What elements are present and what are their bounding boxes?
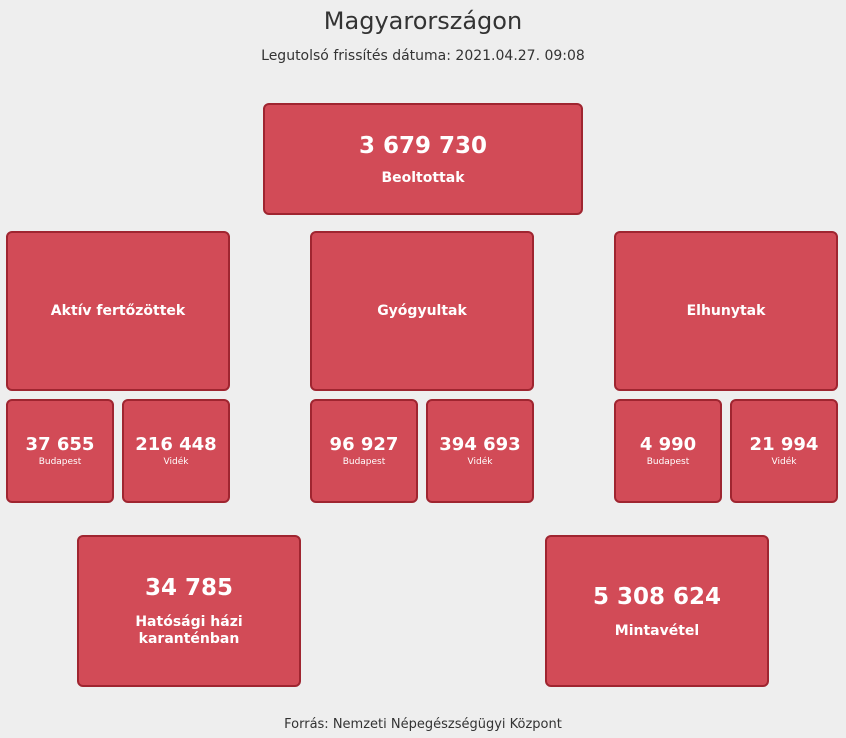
deceased-label: Elhunytak — [686, 303, 766, 319]
quarantine-value: 34 785 — [144, 575, 234, 601]
deceased-card: Elhunytak — [614, 231, 838, 391]
deceased-countryside-card: 21 994 Vidék — [730, 399, 838, 503]
recovered-budapest-value: 96 927 — [329, 434, 399, 455]
quarantine-card: 34 785 Hatósági házi karanténban — [77, 535, 301, 687]
vaccinated-card: 3 679 730 Beoltottak — [263, 103, 583, 215]
sampling-label: Mintavétel — [614, 622, 700, 639]
active-countryside-card: 216 448 Vidék — [122, 399, 230, 503]
active-infected-label: Aktív fertőzöttek — [50, 303, 186, 319]
active-infected-card: Aktív fertőzöttek — [6, 231, 230, 391]
recovered-budapest-label: Budapest — [342, 457, 386, 467]
active-budapest-card: 37 655 Budapest — [6, 399, 114, 503]
sampling-value: 5 308 624 — [592, 583, 722, 610]
deceased-budapest-card: 4 990 Budapest — [614, 399, 722, 503]
source-footer: Forrás: Nemzeti Népegészségügyi Központ — [284, 717, 562, 732]
recovered-countryside-label: Vidék — [467, 457, 493, 467]
recovered-countryside-value: 394 693 — [439, 434, 521, 455]
active-budapest-label: Budapest — [38, 457, 82, 467]
deceased-budapest-value: 4 990 — [639, 434, 697, 455]
vaccinated-value: 3 679 730 — [358, 132, 488, 159]
recovered-budapest-card: 96 927 Budapest — [310, 399, 418, 503]
active-countryside-label: Vidék — [163, 457, 189, 467]
recovered-label: Gyógyultak — [377, 303, 467, 319]
active-countryside-value: 216 448 — [135, 434, 217, 455]
deceased-budapest-label: Budapest — [646, 457, 690, 467]
vaccinated-label: Beoltottak — [381, 169, 465, 186]
deceased-countryside-value: 21 994 — [749, 434, 819, 455]
quarantine-label: Hatósági házi karanténban — [135, 614, 243, 647]
active-budapest-value: 37 655 — [25, 434, 95, 455]
recovered-card: Gyógyultak — [310, 231, 534, 391]
recovered-countryside-card: 394 693 Vidék — [426, 399, 534, 503]
sampling-card: 5 308 624 Mintavétel — [545, 535, 769, 687]
deceased-countryside-label: Vidék — [771, 457, 797, 467]
last-updated: Legutolsó frissítés dátuma: 2021.04.27. … — [261, 48, 585, 64]
page-title: Magyarországon — [323, 7, 523, 35]
